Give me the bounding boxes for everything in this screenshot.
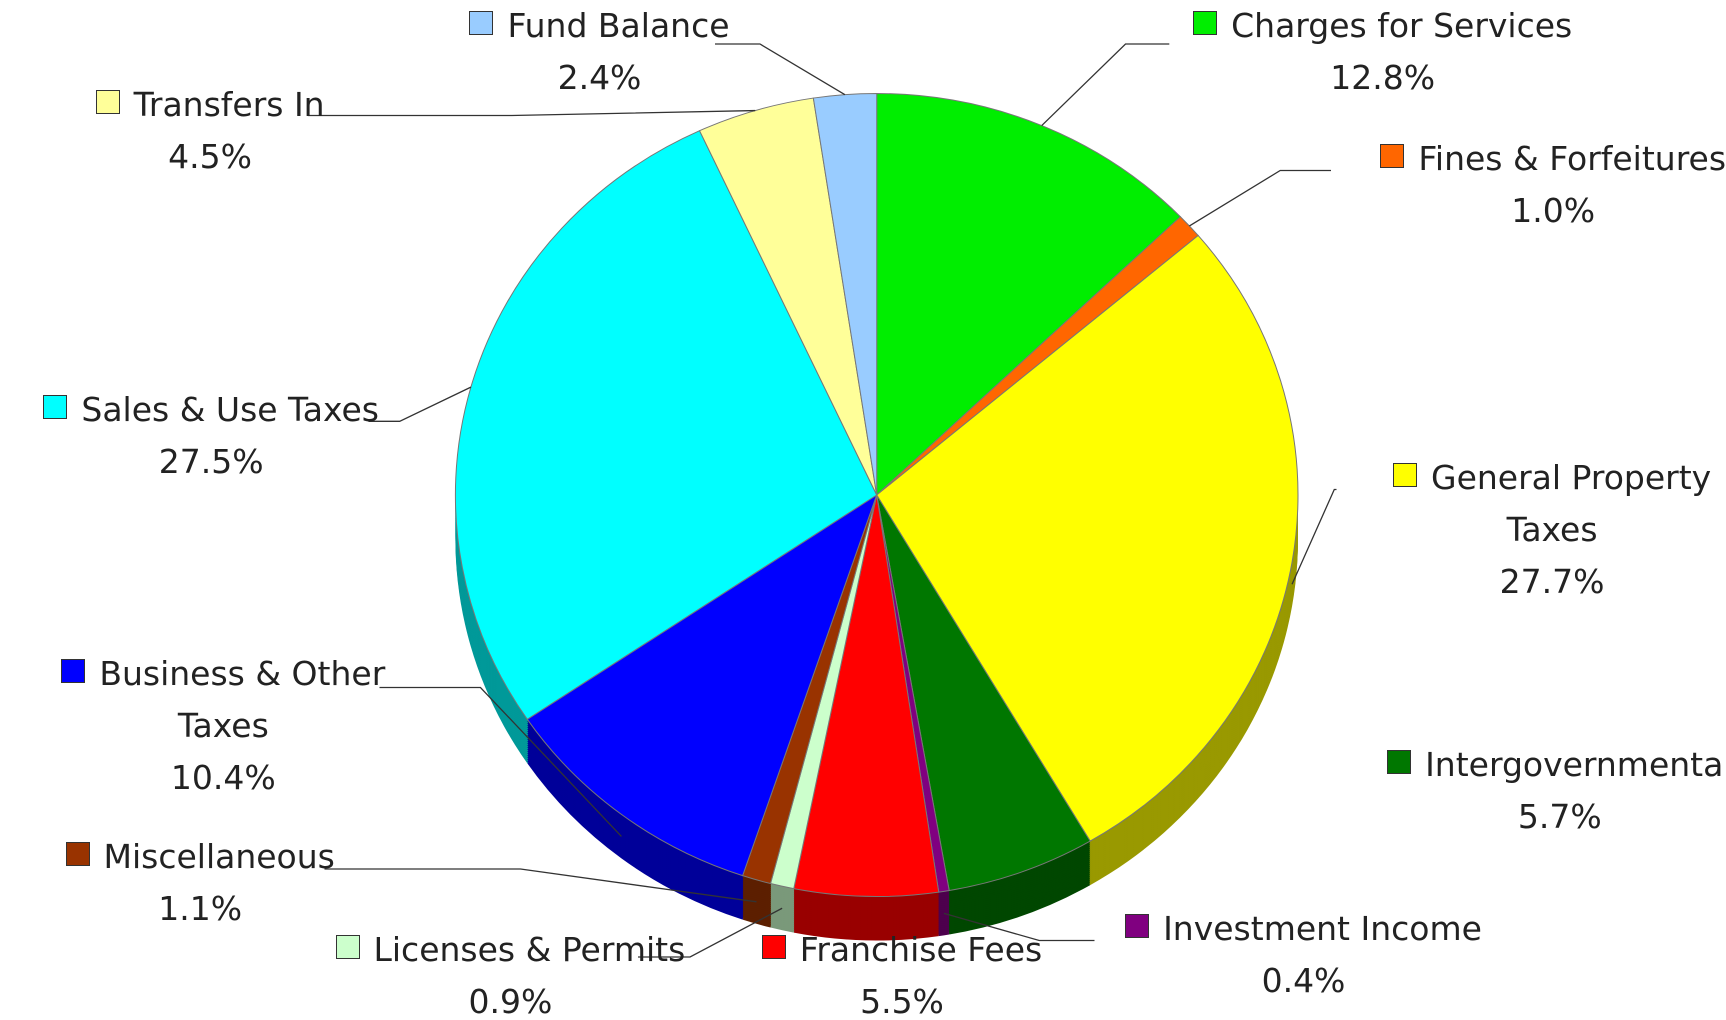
label-name: Investment Income (1095, 903, 1513, 955)
category-label: Franchise Fees (799, 930, 1043, 969)
value-label: 5.7% (1517, 797, 1602, 837)
leader-line (638, 907, 783, 958)
category-label: Licenses & Permits (373, 930, 686, 969)
legend-swatch (1380, 144, 1405, 169)
value-label: 0.4% (1261, 961, 1346, 1001)
data-label: Business & Other Taxes 10.4% (31, 648, 416, 804)
data-label: Licenses & Permits 0.9% (268, 924, 752, 1020)
legend-swatch (469, 11, 494, 35)
slice (876, 494, 1091, 892)
category-label: Investment Income (1163, 909, 1482, 949)
label-name: Charges for Services (1152, 0, 1614, 52)
data-label: Sales & Use Taxes 27.5% (2, 384, 420, 488)
category-label: Fund Balance (507, 6, 730, 45)
data-label: Fines & Forfeitures 1.0% (1355, 133, 1726, 237)
value-label: 2.4% (557, 58, 642, 97)
data-label: Intergovernmental 5.7% (1384, 739, 1726, 843)
data-label: Franchise Fees 5.5% (721, 924, 1084, 1020)
legend-swatch (65, 841, 90, 866)
leader-line (1291, 488, 1337, 585)
label-name: General Property Taxes (1376, 452, 1726, 556)
leader-line (368, 386, 472, 422)
label-name: Business & Other Taxes (31, 648, 416, 752)
data-label: Transfers In 4.5% (45, 79, 375, 183)
label-name: Fund Balance (435, 0, 765, 52)
value-label: 27.7% (1499, 562, 1605, 602)
slice (454, 130, 878, 720)
legend-swatch (95, 90, 120, 115)
leader-line (1189, 169, 1331, 227)
category-label: Intergovernmental (1425, 745, 1726, 785)
slice (876, 234, 1299, 842)
data-label: General Property Taxes 27.7% (1376, 452, 1726, 608)
leader-line (379, 686, 622, 837)
value-label: 4.5% (168, 137, 253, 177)
legend-swatch (761, 935, 786, 959)
label-name: Fines & Forfeitures (1355, 133, 1726, 185)
leader-line (308, 109, 756, 117)
label-name: Transfers In (45, 79, 375, 131)
legend-swatch (1193, 11, 1218, 35)
data-label: Charges for Services 12.8% (1152, 0, 1614, 104)
label-name: Intergovernmental (1384, 739, 1726, 791)
category-label: Fines & Forfeitures (1418, 139, 1726, 179)
leader-line (1041, 43, 1170, 127)
slice (793, 494, 940, 897)
legend-swatch (1387, 750, 1412, 775)
category-label: Sales & Use Taxes (81, 389, 379, 429)
category-label: Transfers In (133, 85, 325, 125)
value-label: 0.9% (468, 982, 553, 1020)
label-name: Sales & Use Taxes (2, 384, 420, 436)
value-label: 12.8% (1330, 58, 1436, 97)
leader-line (715, 43, 846, 96)
value-label: 1.0% (1511, 191, 1596, 231)
value-label: 27.5% (158, 441, 264, 481)
value-label: 10.4% (170, 757, 276, 797)
legend-swatch (335, 935, 360, 959)
category-label: Miscellaneous (103, 836, 335, 876)
legend-swatch (1125, 914, 1150, 939)
value-label: 5.5% (860, 982, 944, 1020)
slice (876, 92, 1182, 497)
legend-swatch (61, 658, 86, 683)
legend-swatch (1393, 463, 1417, 488)
legend-swatch (43, 394, 68, 419)
category-label: Charges for Services (1231, 6, 1573, 45)
leader-line (324, 868, 757, 903)
value-label: 1.1% (158, 888, 243, 928)
data-label: Miscellaneous 1.1% (24, 831, 376, 935)
data-label: Fund Balance 2.4% (435, 0, 765, 104)
data-label: Investment Income 0.4% (1095, 903, 1513, 1007)
label-name: Franchise Fees (721, 924, 1084, 976)
label-name: Miscellaneous (24, 831, 376, 883)
category-label: General Property Taxes (1431, 458, 1712, 550)
slice (526, 493, 878, 877)
category-label: Business & Other Taxes (99, 653, 386, 745)
label-name: Licenses & Permits (268, 924, 752, 976)
leader-line (943, 912, 1095, 942)
